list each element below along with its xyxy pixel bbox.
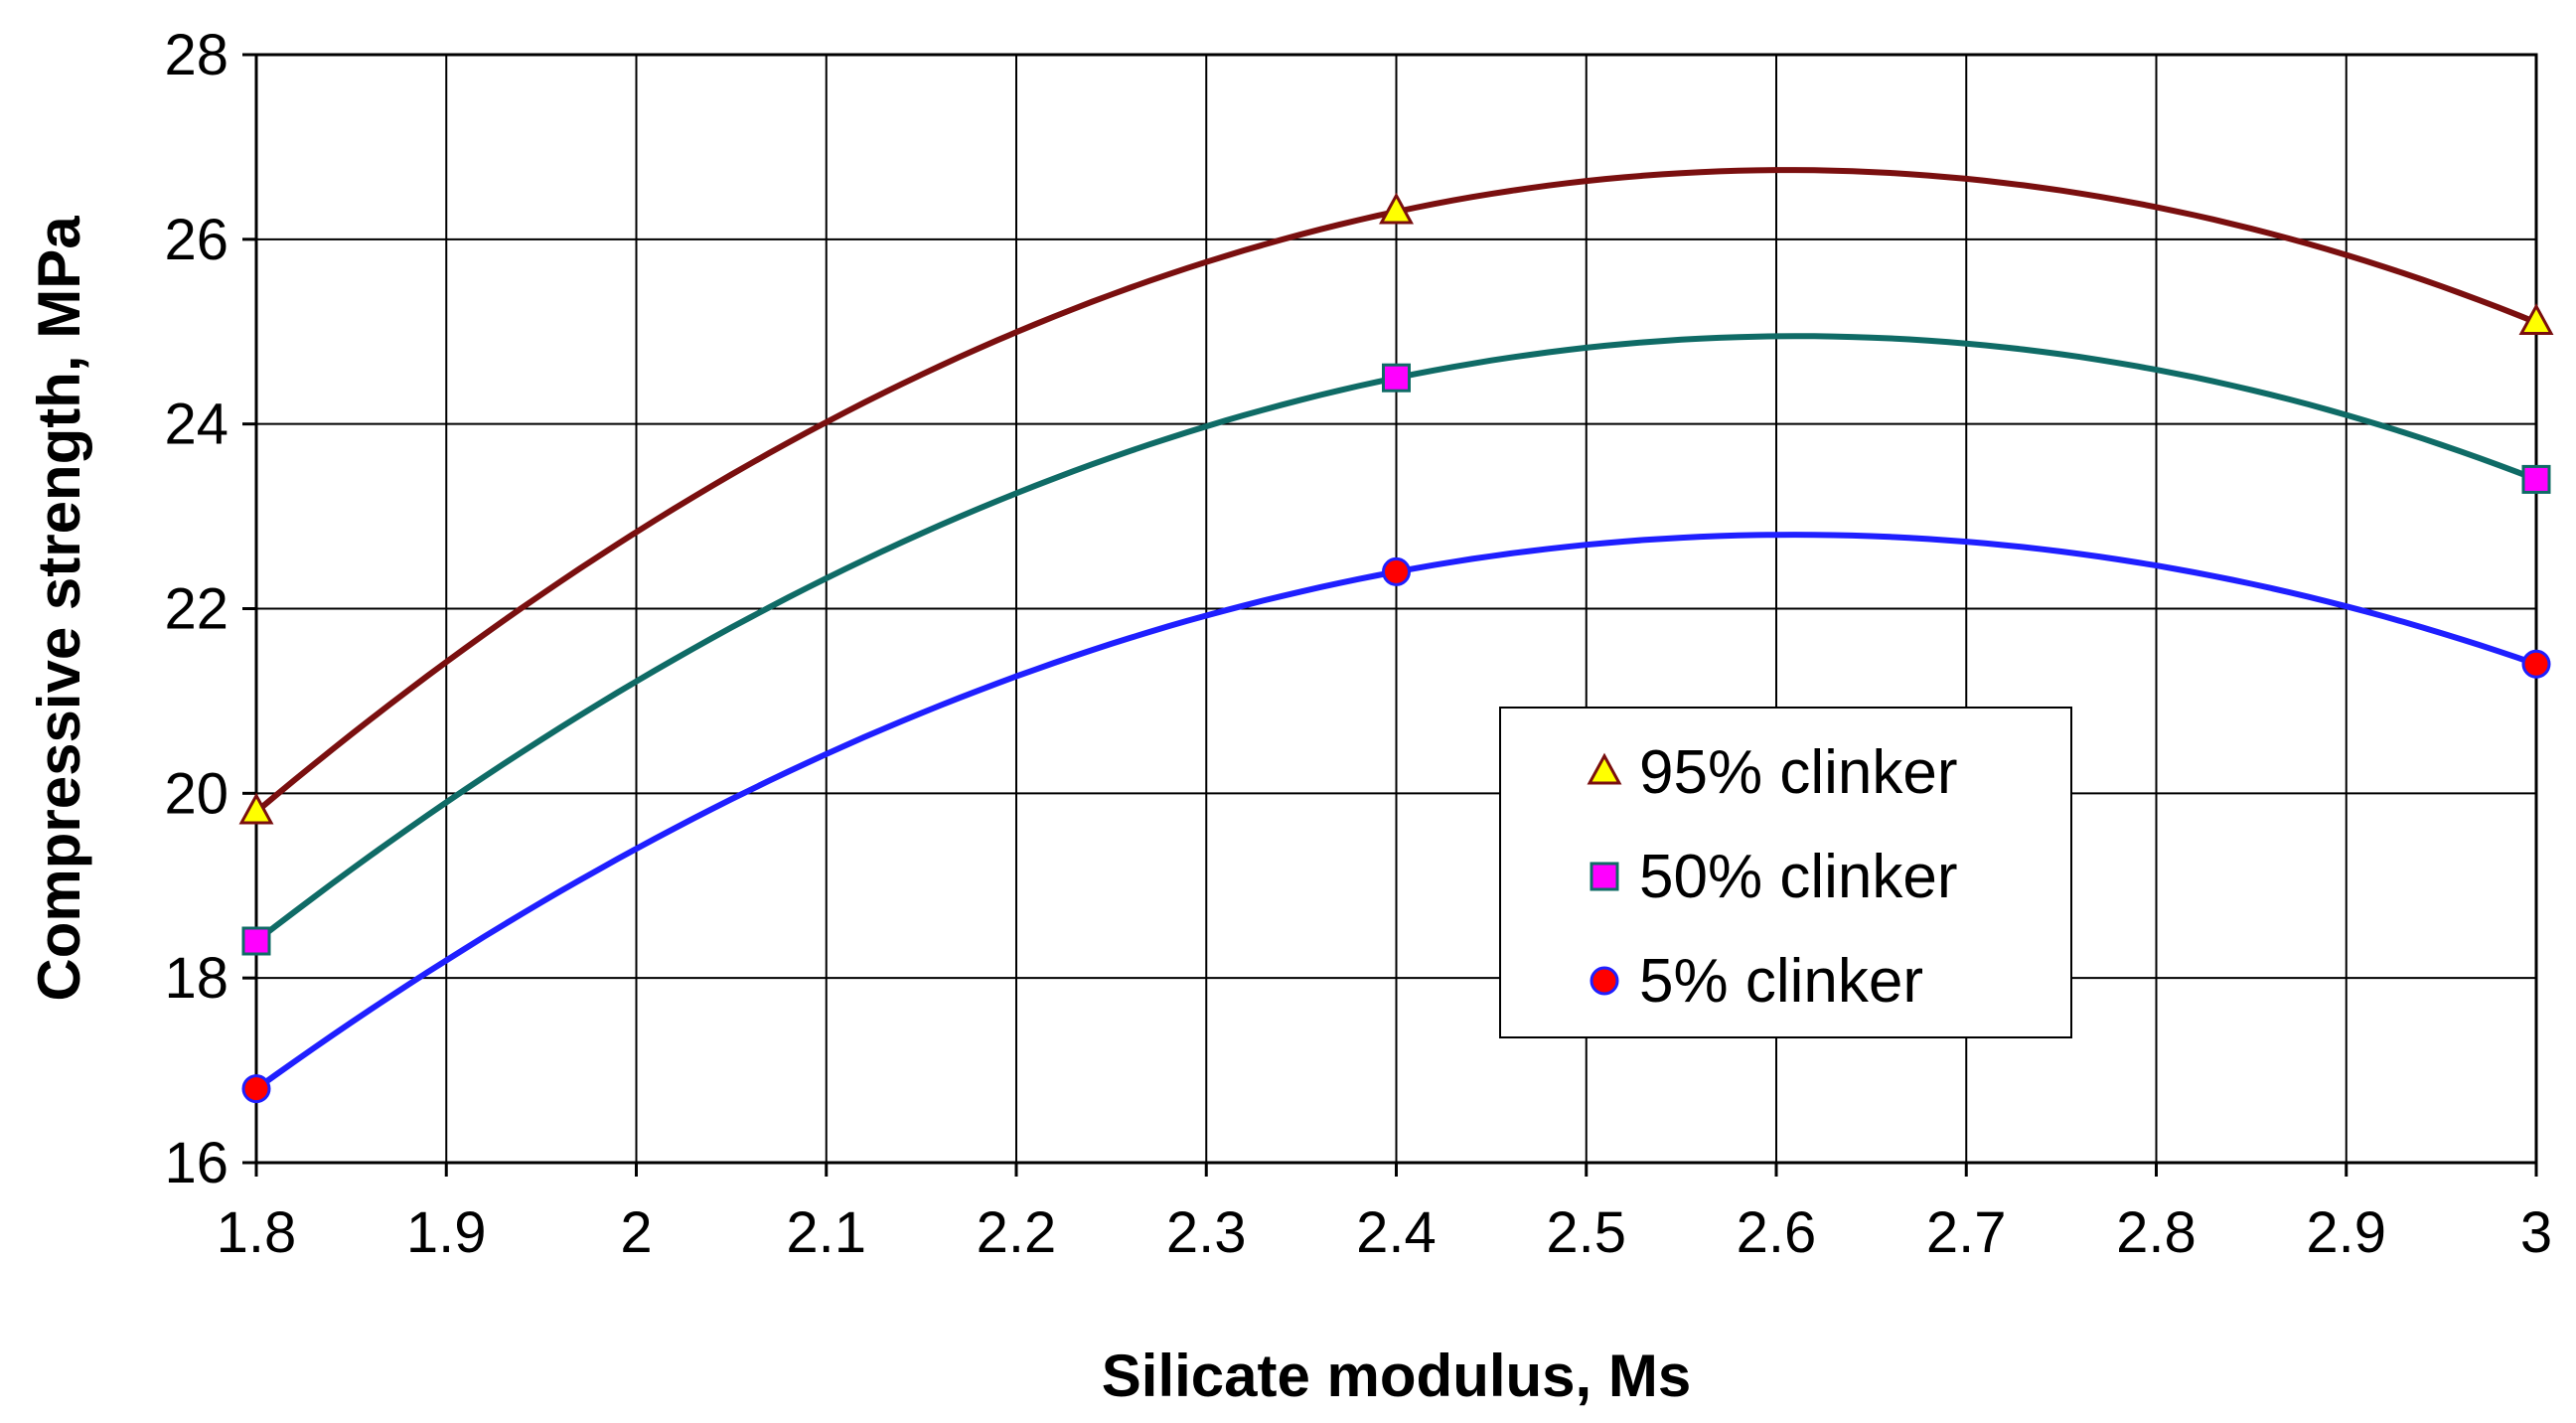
data-point (1379, 192, 1414, 225)
data-point (2518, 303, 2554, 336)
legend-label: 95% clinker (1639, 738, 1957, 807)
data-point (1382, 363, 1411, 393)
x-tick-label: 2.4 (1356, 1200, 1437, 1265)
y-axis-title: Compressive strength, MPa (26, 216, 92, 1002)
legend-marker (1590, 966, 1619, 996)
x-tick-label: 2.9 (2306, 1200, 2386, 1265)
series-0 (238, 167, 2554, 825)
x-tick-label: 1.9 (406, 1200, 487, 1265)
data-point (1382, 556, 1411, 586)
legend: 95% clinker 50% clinker 5% clinker (1499, 707, 2072, 1038)
data-point (238, 792, 274, 825)
y-tick-label: 28 (164, 23, 228, 87)
legend-label: 5% clinker (1639, 947, 1923, 1016)
data-point (241, 926, 271, 956)
y-tick-label: 20 (164, 761, 228, 826)
y-tick-label: 24 (164, 393, 228, 457)
y-tick-label: 16 (164, 1131, 228, 1195)
data-point (2521, 649, 2551, 679)
x-tick-label: 2.3 (1166, 1200, 1247, 1265)
series (238, 167, 2554, 1104)
series-2 (241, 532, 2551, 1104)
y-tick-label: 18 (164, 946, 228, 1011)
legend-label: 50% clinker (1639, 843, 1957, 911)
legend-item: 5% clinker (1590, 947, 1923, 1016)
x-tick-label: 2.8 (2116, 1200, 2197, 1265)
series-1 (241, 333, 2551, 956)
x-tick-label: 2.2 (977, 1200, 1057, 1265)
data-point (241, 1074, 271, 1104)
legend-item: 95% clinker (1587, 738, 1957, 807)
legend-marker (1590, 862, 1619, 891)
x-tick-label: 1.8 (217, 1200, 297, 1265)
legend-marker (1587, 752, 1622, 785)
axis-ticks: 1.8 1.9 2 2.1 2.2 2.3 2.4 2.5 2.6 2.7 2.8 2.9 3 16 18 2… (164, 23, 2552, 1265)
x-tick-label: 2 (620, 1200, 652, 1265)
x-tick-label: 2.5 (1546, 1200, 1626, 1265)
x-tick-label: 2.6 (1737, 1200, 1817, 1265)
x-tick-label: 2.1 (786, 1200, 866, 1265)
x-axis-title: Silicate modulus, Ms (1102, 1343, 1691, 1409)
y-tick-label: 22 (164, 577, 228, 642)
x-tick-label: 3 (2520, 1200, 2552, 1265)
legend-item: 50% clinker (1590, 843, 1957, 911)
x-tick-label: 2.7 (1926, 1200, 2007, 1265)
data-point (2521, 464, 2551, 494)
y-tick-label: 26 (164, 208, 228, 272)
